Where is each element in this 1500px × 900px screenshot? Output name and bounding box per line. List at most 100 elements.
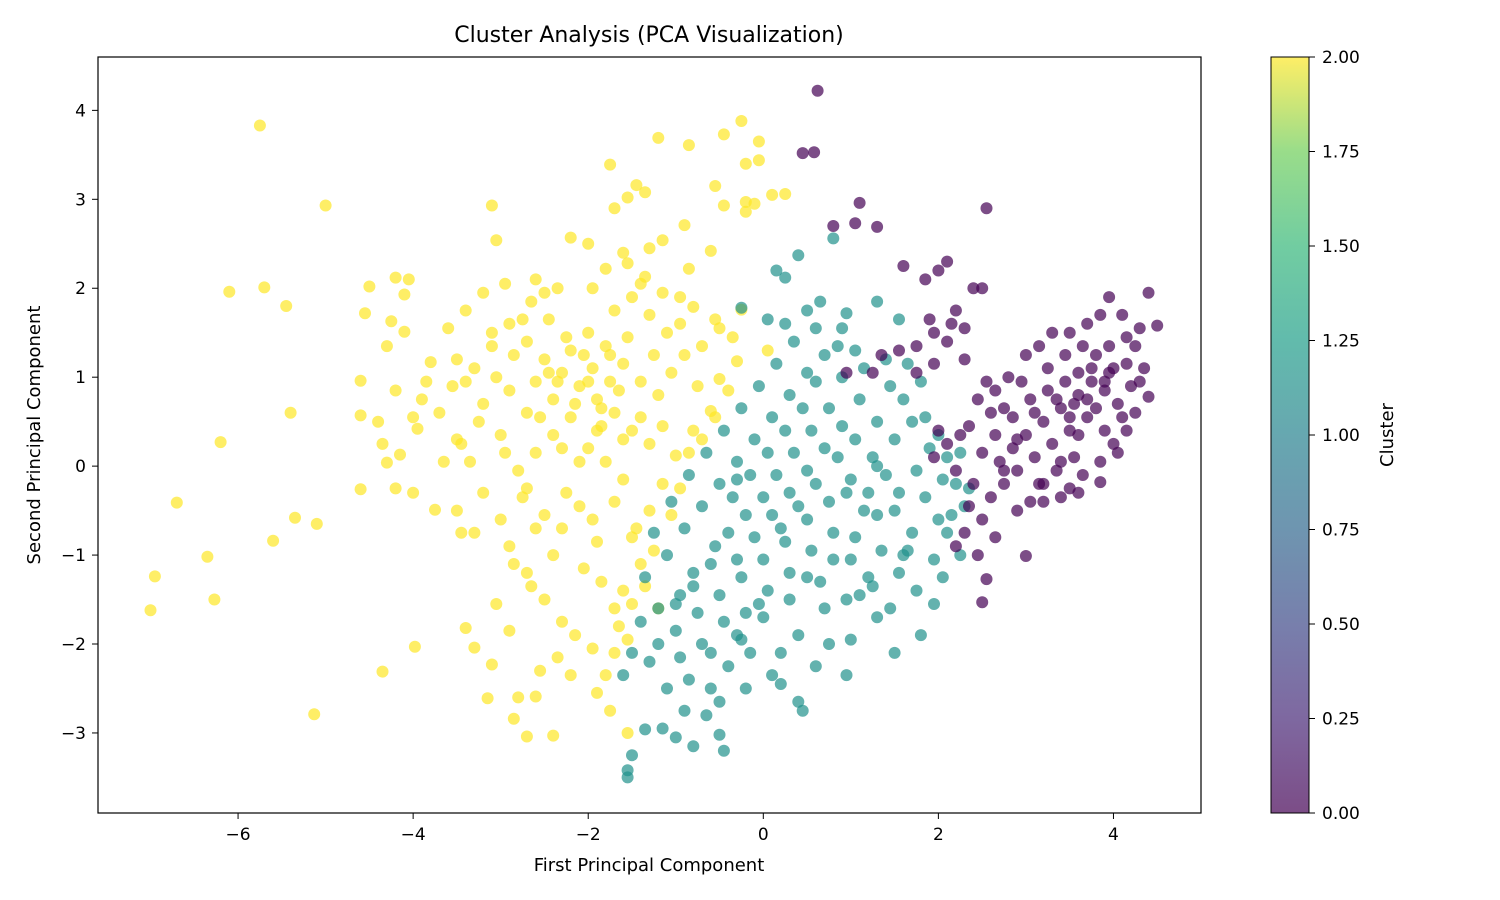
cluster-2-point xyxy=(617,433,630,446)
cluster-0-point xyxy=(976,446,989,459)
cluster-0-point xyxy=(923,313,936,326)
cluster-1-point xyxy=(674,651,687,664)
cluster-0-point xyxy=(998,464,1010,477)
cluster-1-point xyxy=(831,451,844,464)
cluster-0-point xyxy=(980,573,993,586)
cluster-2-point xyxy=(674,291,687,304)
cluster-0-point xyxy=(967,477,980,490)
cluster-2-point xyxy=(477,286,490,299)
cluster-1-point xyxy=(717,424,730,437)
cluster-1-point xyxy=(805,424,818,437)
cluster-2-point xyxy=(450,353,463,366)
cluster-1-point xyxy=(639,571,652,584)
cluster-2-point xyxy=(542,313,555,326)
points-layer xyxy=(144,84,1164,784)
cluster-0-point xyxy=(1063,411,1076,424)
y-axis-ticks: −3 −2 −1 0 1 2 3 4 xyxy=(61,101,98,744)
cluster-0-point xyxy=(910,340,923,353)
cluster-0-point xyxy=(1019,349,1032,361)
cluster-1-point xyxy=(674,589,687,602)
cluster-1-point xyxy=(722,526,735,539)
cluster-2-point xyxy=(652,389,665,401)
cluster-0-point xyxy=(1076,469,1089,481)
x-tick-label: −6 xyxy=(226,825,251,845)
cluster-2-point xyxy=(170,496,183,509)
cluster-1-point xyxy=(893,566,905,579)
cluster-0-point xyxy=(849,217,862,230)
cluster-2-point xyxy=(713,322,726,335)
cluster-0-point xyxy=(910,366,923,379)
cluster-1-point xyxy=(836,322,849,335)
cluster-2-point xyxy=(626,531,638,544)
cluster-1-point xyxy=(761,584,774,597)
cluster-0-point xyxy=(853,196,866,209)
cluster-1-point xyxy=(796,704,809,717)
cluster-2-point xyxy=(534,411,547,424)
cluster-0-point xyxy=(1090,402,1102,415)
cluster-2-point xyxy=(376,665,389,678)
cluster-0-point xyxy=(1011,504,1024,517)
cluster-2-point xyxy=(494,429,507,441)
cluster-0-point xyxy=(866,366,879,379)
cluster-0-point xyxy=(1085,362,1098,375)
cluster-1-point xyxy=(809,375,822,388)
cluster-1-point xyxy=(858,504,870,517)
cluster-1-point xyxy=(783,566,796,579)
cluster-2-point xyxy=(717,199,730,212)
cluster-1-point xyxy=(713,728,726,741)
cluster-0-point xyxy=(1111,446,1124,459)
cluster-1-point xyxy=(888,646,901,659)
cluster-1-point xyxy=(818,602,831,615)
cluster-1-point xyxy=(844,553,857,566)
cluster-2-point xyxy=(459,622,472,634)
cluster-0-points xyxy=(796,84,1164,609)
cluster-2-point xyxy=(402,273,415,286)
cluster-1-point xyxy=(936,571,949,584)
cluster-1-point xyxy=(949,477,962,490)
cluster-1-point xyxy=(805,544,818,557)
cluster-2-point xyxy=(485,340,498,353)
cluster-0-point xyxy=(1050,464,1063,477)
cluster-1-point xyxy=(792,249,805,262)
cluster-0-point xyxy=(796,147,809,160)
cluster-0-point xyxy=(1041,384,1054,397)
cluster-2-point xyxy=(258,281,271,294)
cluster-2-point xyxy=(542,366,555,379)
cluster-2-point xyxy=(634,277,647,290)
cluster-2-point xyxy=(608,202,621,215)
cluster-0-point xyxy=(941,437,954,450)
cluster-2-point xyxy=(310,517,323,530)
cluster-2-point xyxy=(415,393,428,406)
cluster-1-point xyxy=(779,271,792,284)
cluster-2-point xyxy=(599,262,612,275)
cluster-2-point xyxy=(407,411,420,424)
cluster-1-point xyxy=(757,491,770,504)
cluster-0-point xyxy=(1063,326,1076,339)
cluster-1-point xyxy=(818,349,831,361)
cluster-0-point xyxy=(1002,371,1015,384)
cluster-2-point xyxy=(201,550,214,563)
cluster-2-point xyxy=(674,317,687,330)
colorbar-tick-label: 0.75 xyxy=(1322,521,1360,541)
cluster-2-point xyxy=(779,188,792,200)
cluster-0-point xyxy=(1120,424,1133,437)
cluster-0-point xyxy=(976,596,989,609)
cluster-2-point xyxy=(144,604,157,617)
cluster-1-point xyxy=(726,491,739,504)
cluster-2-point xyxy=(280,300,293,312)
cluster-0-point xyxy=(954,429,967,441)
cluster-2-point xyxy=(468,526,481,539)
cluster-2-point xyxy=(289,511,301,524)
cluster-2-point xyxy=(617,584,630,597)
cluster-2-point xyxy=(621,257,634,270)
plot-frame xyxy=(97,56,1202,814)
cluster-2-point xyxy=(617,246,630,259)
cluster-2-point xyxy=(538,509,551,521)
cluster-2-point xyxy=(652,131,665,144)
cluster-2-point xyxy=(687,424,700,437)
y-tick-label: −1 xyxy=(61,546,86,566)
cluster-2-point xyxy=(586,282,599,295)
cluster-0-point xyxy=(945,317,958,330)
cluster-2-point xyxy=(604,375,617,388)
cluster-2-point xyxy=(376,437,389,450)
